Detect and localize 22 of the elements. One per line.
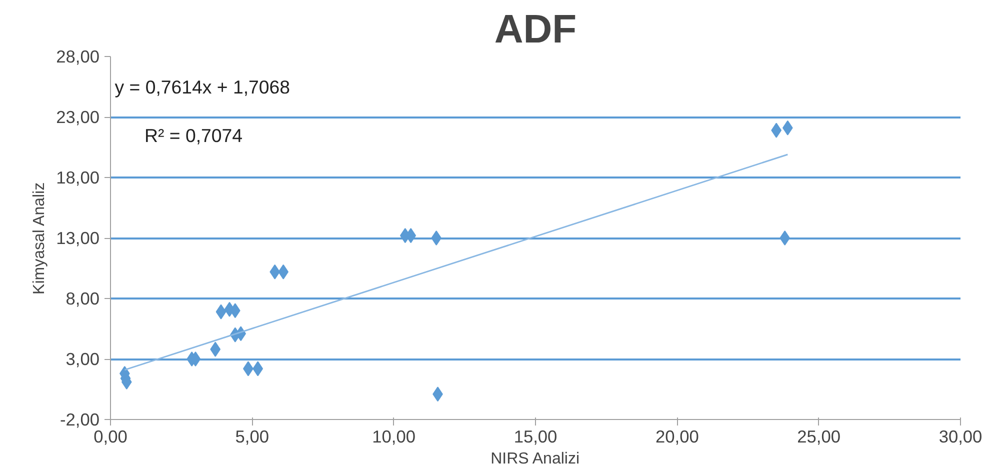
x-tick-label: 25,00 (797, 426, 841, 446)
annotation: y = 0,7614x + 1,7068 (114, 76, 290, 98)
y-axis-title: Kimyasal Analiz (31, 182, 48, 294)
point (216, 304, 226, 320)
y-tick-label: -2,00 (60, 410, 100, 430)
y-tick-label: 23,00 (56, 107, 100, 127)
chart-title: ADF (494, 8, 577, 52)
x-tick-label: 10,00 (372, 426, 416, 446)
x-axis-title: NIRS Analizi (490, 450, 580, 468)
y-tick-label: 28,00 (56, 46, 100, 66)
y-tick-label: 18,00 (56, 168, 100, 188)
x-tick-label: 15,00 (514, 426, 558, 446)
x-tick-label: 20,00 (655, 426, 699, 446)
point (780, 230, 790, 246)
annotation: R² = 0,7074 (144, 125, 243, 146)
x-tick-label: 30,00 (938, 426, 982, 446)
x-tick-label: 5,00 (235, 426, 270, 446)
y-tick-label: 3,00 (66, 349, 100, 369)
point (431, 230, 442, 246)
y-tick-label: 8,00 (66, 288, 100, 308)
x-tick-label: 0,00 (94, 426, 128, 446)
y-tick-label: 13,00 (56, 228, 100, 248)
